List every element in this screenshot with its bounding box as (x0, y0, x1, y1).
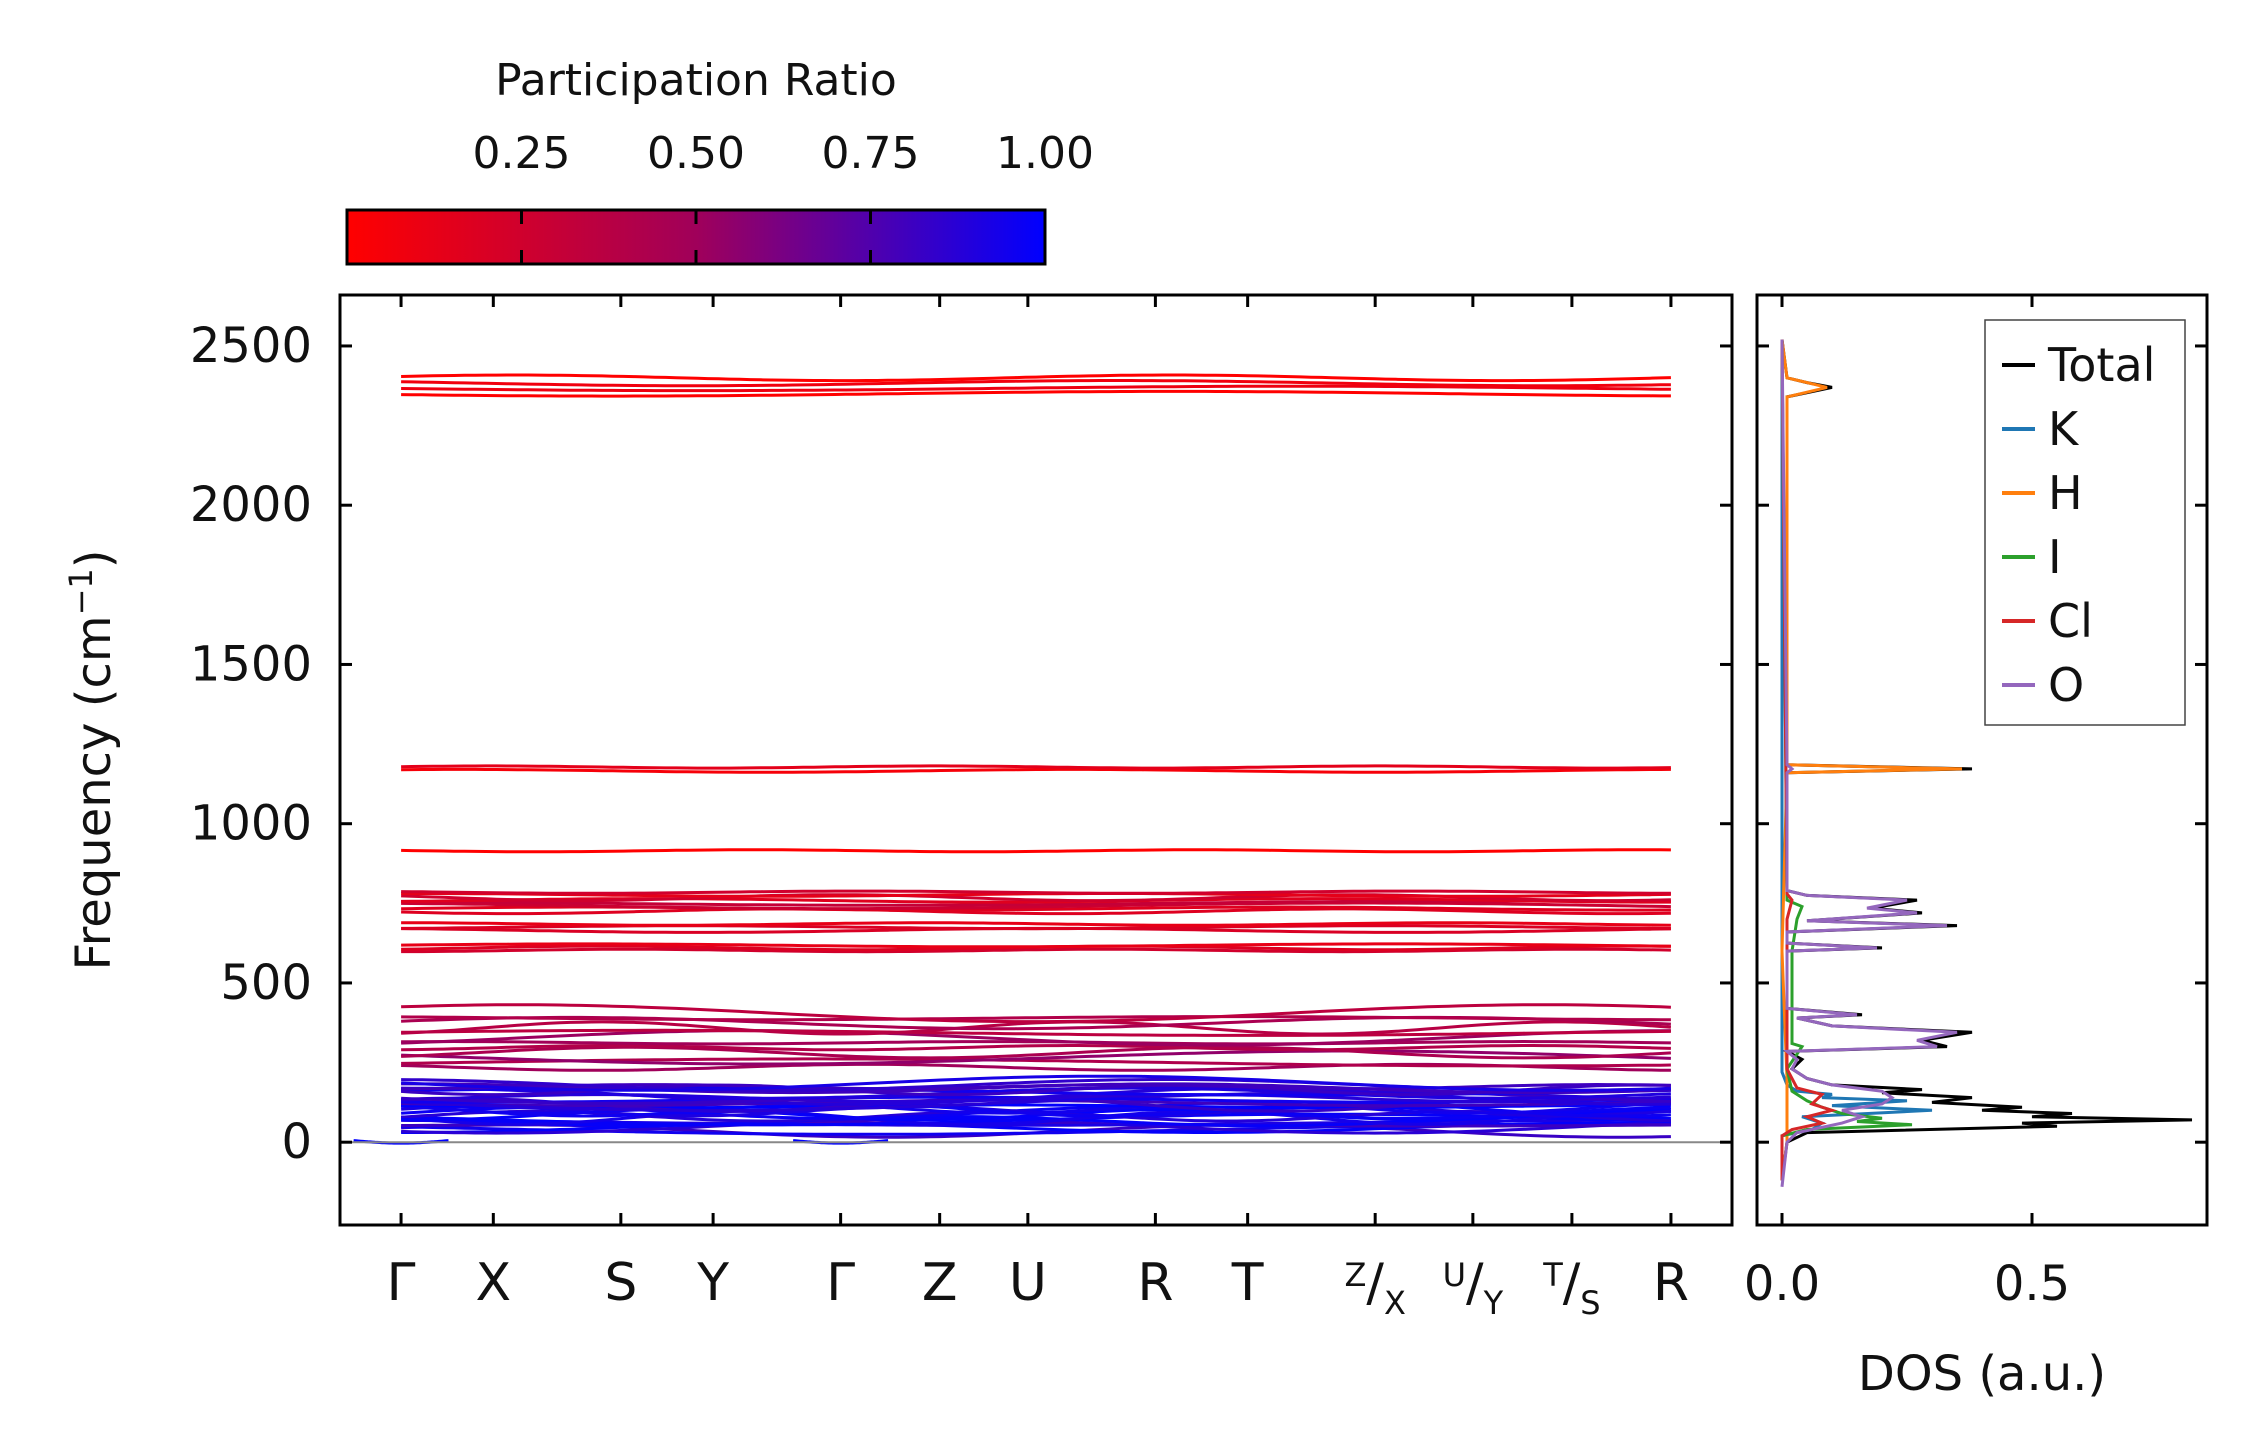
band-line (401, 1049, 1671, 1066)
colorbar-tick-label: 0.50 (647, 128, 745, 179)
band-line (401, 1028, 1671, 1037)
dos-series-cl (1780, 339, 1838, 1181)
kpoint-label-slash: / (1563, 1253, 1581, 1313)
dos-axes-frame (1755, 293, 2209, 1227)
legend-label: I (2048, 530, 2062, 584)
kpoint-label-sub: S (1580, 1284, 1600, 1322)
frequency-tick-label: 1000 (190, 796, 312, 852)
frequency-tick-label: 500 (220, 955, 312, 1011)
band-line (401, 1044, 1671, 1052)
frequency-tick-label: 0 (281, 1114, 312, 1170)
band-line (401, 1074, 1671, 1092)
band-line (401, 848, 1671, 854)
band-line (401, 373, 1671, 383)
kpoint-label: X (475, 1253, 511, 1313)
dos-series-k (1780, 339, 1933, 1181)
colorbar-tick-label: 1.00 (996, 128, 1094, 179)
kpoint-label-sup: T (1542, 1256, 1563, 1294)
band-lines (353, 373, 1672, 1145)
band-line (401, 942, 1671, 949)
kpoint-label-slash: / (1466, 1253, 1484, 1313)
legend-label: K (2048, 402, 2080, 456)
kpoint-label-sub: X (1384, 1284, 1406, 1322)
ylabel-close: ) (66, 549, 122, 568)
band-line (401, 1039, 1671, 1046)
kpoint-label: U/Y (1443, 1253, 1504, 1322)
band-line (401, 1015, 1671, 1022)
dos-lines (1780, 339, 2193, 1187)
dos-panel: 0.0 0.5 DOS (a.u.) Total KHI Cl O (1744, 293, 2209, 1402)
kpoint-label: S (604, 1253, 637, 1313)
frequency-tick-label: 2000 (190, 477, 312, 533)
colorbar-tick-label: 0.25 (473, 128, 571, 179)
kpoint-label: R (1137, 1253, 1173, 1313)
band-line (401, 889, 1671, 895)
ylabel-main: Frequency (cm (66, 615, 122, 970)
frequency-tick-label: 2500 (190, 318, 312, 374)
kpoint-label: T/S (1542, 1253, 1600, 1322)
dos-series-i (1780, 339, 1913, 1181)
dos-tick-label: 0.0 (1744, 1256, 1820, 1312)
frequency-axis: 0 500 1000 1500 2000 2500 (190, 318, 1732, 1170)
legend-label: Cl (2048, 594, 2093, 648)
dos-axis-label: DOS (a.u.) (1858, 1346, 2106, 1402)
band-line (401, 384, 1671, 393)
kpoint-label: T (1231, 1253, 1264, 1313)
band-line (401, 897, 1671, 904)
kpoint-label: U (1009, 1253, 1047, 1313)
kpoint-label-sup: Z (1344, 1256, 1366, 1294)
kpoint-label: Γ (826, 1253, 855, 1313)
band-line (401, 921, 1671, 927)
colorbar-ticks: 0.25 0.50 0.75 1.00 (473, 128, 1094, 264)
kpoint-axis: Γ X S Y Γ Z U R T Z/XU/YT/S R (387, 295, 1689, 1322)
ylabel-superscript: −1 (62, 568, 100, 615)
band-line (401, 1112, 1671, 1127)
kpoint-label: Z/X (1344, 1253, 1405, 1322)
colorbar-title: Participation Ratio (495, 55, 897, 106)
frequency-tick-label: 1500 (190, 636, 312, 692)
kpoint-label-sup: U (1443, 1256, 1466, 1294)
band-line (401, 1003, 1671, 1024)
band-line (401, 901, 1671, 911)
colorbar: Participation Ratio 0.25 0.50 0.75 1.00 (345, 55, 1094, 266)
colorbar-tick-label: 0.75 (822, 128, 920, 179)
band-line (401, 1057, 1671, 1068)
band-line (401, 1045, 1671, 1060)
legend-label: O (2048, 658, 2084, 712)
band-line (401, 379, 1671, 388)
dos-axis: 0.0 0.5 (1744, 295, 2207, 1312)
band-line (401, 764, 1671, 770)
band-line (401, 389, 1671, 398)
legend-label: Total (2047, 338, 2155, 392)
band-line (401, 1029, 1671, 1047)
band-line (401, 1086, 1671, 1100)
kpoint-label-sub: Y (1483, 1284, 1504, 1322)
kpoint-label: Y (696, 1253, 729, 1313)
kpoint-label: R (1653, 1253, 1689, 1313)
band-line (401, 767, 1671, 774)
kpoint-label: Γ (387, 1253, 416, 1313)
dos-series-o (1780, 339, 1958, 1187)
band-line (400, 1109, 1671, 1126)
dos-series-h (1780, 339, 1963, 1181)
legend-label: H (2048, 466, 2083, 520)
dos-legend: Total KHI Cl O (1984, 319, 2186, 726)
band-axes-frame (338, 293, 1734, 1227)
frequency-axis-label: Frequency (cm−1) (62, 549, 122, 970)
legend-frame (1984, 319, 2186, 726)
dos-tick-label: 0.5 (1994, 1256, 2070, 1312)
kpoint-label-slash: / (1366, 1253, 1384, 1313)
kpoint-label: Z (922, 1253, 958, 1313)
band-line (401, 1101, 1671, 1115)
band-line (401, 907, 1671, 916)
